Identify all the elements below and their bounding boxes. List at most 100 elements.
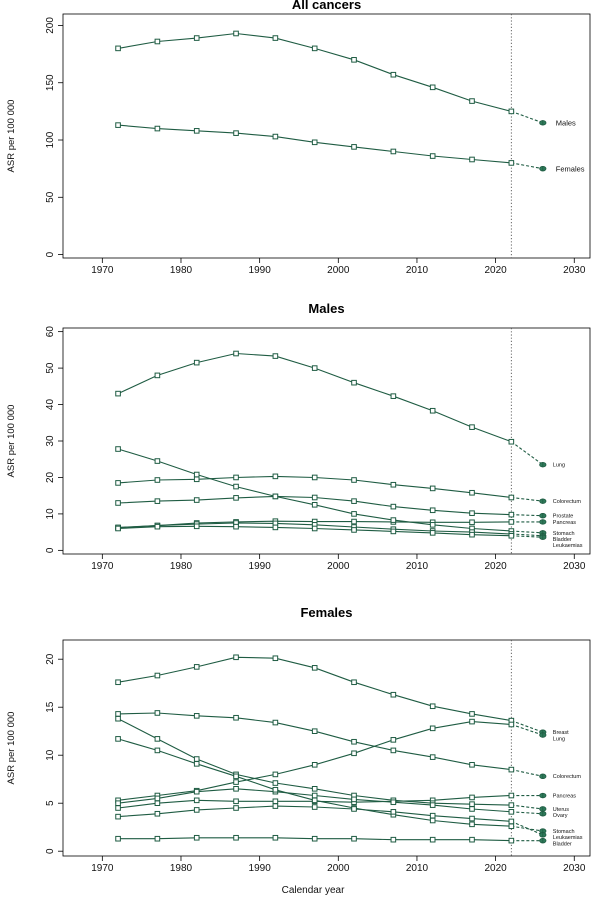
data-point-lung xyxy=(469,424,475,430)
projection-line-males xyxy=(511,110,543,124)
data-point-colorectum xyxy=(351,738,357,745)
data-point-lung xyxy=(429,407,436,414)
y-tick-label: 50 xyxy=(45,362,56,374)
projection-line-lung xyxy=(511,723,543,736)
data-point-prostate xyxy=(390,503,397,510)
data-point-breast xyxy=(429,703,436,710)
data-point-leukaemias xyxy=(469,815,475,822)
data-point-colorectum xyxy=(508,766,515,773)
data-point-bladder xyxy=(193,834,200,841)
data-point-females xyxy=(311,139,318,146)
y-tick-label: 40 xyxy=(45,399,56,411)
data-point-lung xyxy=(233,779,239,785)
series-line-stomach xyxy=(117,738,512,827)
data-point-bladder xyxy=(311,835,318,842)
data-point-breast xyxy=(351,679,357,686)
y-tick-label: 200 xyxy=(45,17,56,34)
data-point-uterus xyxy=(272,780,279,786)
projection-line-uterus xyxy=(511,804,543,810)
data-point-lung xyxy=(272,353,279,359)
y-tick-label: 60 xyxy=(45,326,56,338)
data-point-uterus xyxy=(115,715,121,722)
series-label-stomach: Stomach xyxy=(553,531,575,537)
plot-frame xyxy=(62,639,591,857)
data-point-breast xyxy=(233,654,239,661)
series-label-ovary: Ovary xyxy=(553,813,568,819)
data-point-lung xyxy=(311,365,318,371)
x-tick-label: 2030 xyxy=(563,561,586,572)
data-point-leukaemias xyxy=(429,812,436,819)
data-point-males xyxy=(351,57,357,63)
x-tick-label: 1990 xyxy=(249,863,272,874)
y-tick-label: 30 xyxy=(45,435,56,447)
data-point-stomach xyxy=(272,493,279,500)
data-point-females xyxy=(233,130,239,136)
data-point-ovary xyxy=(193,788,200,795)
data-point-lung xyxy=(311,762,318,768)
data-point-colorectum xyxy=(272,473,279,480)
data-point-prostate xyxy=(311,494,318,501)
data-point-females xyxy=(429,153,436,159)
data-point-ovary xyxy=(115,800,121,807)
data-point-stomach xyxy=(154,747,161,754)
y-tick-label: 150 xyxy=(45,74,56,91)
series-label-colorectum: Colorectum xyxy=(553,499,582,505)
data-point-lung xyxy=(429,725,436,732)
data-point-lung xyxy=(508,721,515,728)
data-point-colorectum xyxy=(311,728,318,735)
data-point-males xyxy=(233,30,239,37)
projection-line-breast xyxy=(511,720,543,733)
data-point-uterus xyxy=(154,736,161,742)
x-tick-label: 2010 xyxy=(406,265,429,276)
data-point-leukaemias xyxy=(469,531,475,538)
data-point-prostate xyxy=(115,500,121,506)
y-tick-label: 10 xyxy=(45,508,56,520)
data-point-colorectum xyxy=(469,762,475,768)
data-point-colorectum xyxy=(193,476,200,483)
data-point-females xyxy=(390,148,397,155)
data-point-colorectum xyxy=(390,481,397,488)
chart-title: All cancers xyxy=(292,0,361,12)
data-point-stomach xyxy=(154,458,161,464)
data-point-females xyxy=(351,144,357,150)
data-point-leukaemias xyxy=(311,525,318,532)
data-point-ovary xyxy=(351,796,357,803)
data-point-breast xyxy=(469,711,475,717)
data-point-males xyxy=(429,84,436,91)
data-point-lung xyxy=(233,350,239,357)
series-label-leukaemias: Leukaemias xyxy=(553,543,583,549)
projection-line-lung xyxy=(511,441,544,466)
data-point-stomach xyxy=(233,483,239,490)
x-tick-label: 2010 xyxy=(406,561,429,572)
series-line-males xyxy=(118,32,512,112)
y-tick-label: 0 xyxy=(45,547,56,553)
data-point-ovary xyxy=(311,792,318,799)
data-point-stomach xyxy=(193,761,200,767)
data-point-bladder xyxy=(390,836,397,843)
y-tick-label: 15 xyxy=(45,701,56,713)
x-tick-label: 2030 xyxy=(563,265,586,276)
data-point-pancreas xyxy=(233,798,239,805)
data-point-bladder xyxy=(429,836,436,843)
data-point-bladder xyxy=(154,835,161,842)
projection-line-leukaemias xyxy=(511,820,544,836)
data-point-colorectum xyxy=(233,474,239,481)
data-point-breast xyxy=(193,664,200,670)
y-tick-label: 50 xyxy=(45,191,56,203)
data-point-prostate xyxy=(429,507,436,514)
x-tick-label: 1970 xyxy=(91,561,114,572)
data-point-leukaemias xyxy=(193,523,200,530)
data-point-leukaemias xyxy=(508,532,515,539)
data-point-females xyxy=(193,128,200,134)
data-point-lung xyxy=(469,718,475,725)
data-point-lung xyxy=(390,737,397,743)
data-point-colorectum xyxy=(469,489,475,496)
series-line-stomach xyxy=(117,448,512,532)
data-point-leukaemias xyxy=(390,809,397,815)
series-label-males: Males xyxy=(556,118,576,127)
series-label-leukaemias: Leukaemias xyxy=(553,835,583,841)
series-label-pancreas: Pancreas xyxy=(553,793,576,799)
y-axis-label: ASR per 100 000 xyxy=(6,100,17,173)
data-point-females xyxy=(115,122,121,128)
data-point-colorectum xyxy=(154,710,161,716)
